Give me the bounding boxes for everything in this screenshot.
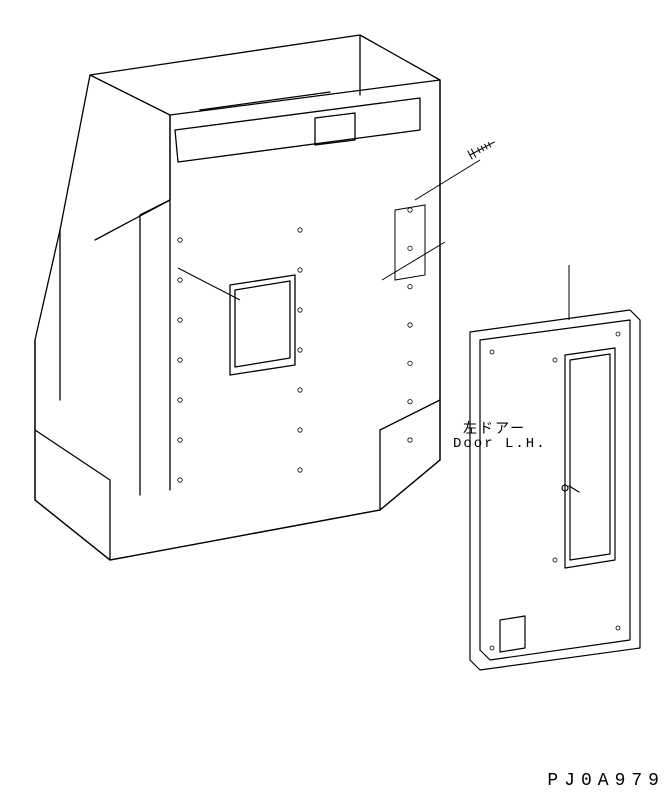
door-holes [490, 332, 620, 650]
line-drawing [0, 0, 671, 797]
diagram-canvas: 左ドアー Door L.H. PJ0A979 [0, 0, 671, 797]
hinge-plate [395, 205, 425, 280]
cab-outline [35, 35, 440, 560]
drawing-id: PJ0A979 [547, 771, 665, 791]
door-outline [470, 310, 640, 670]
leader-lines [178, 160, 569, 320]
bolt-icon [468, 142, 495, 160]
door-label-jp: 左ドアー [463, 418, 526, 438]
door-label-en: Door L.H. [453, 436, 547, 452]
